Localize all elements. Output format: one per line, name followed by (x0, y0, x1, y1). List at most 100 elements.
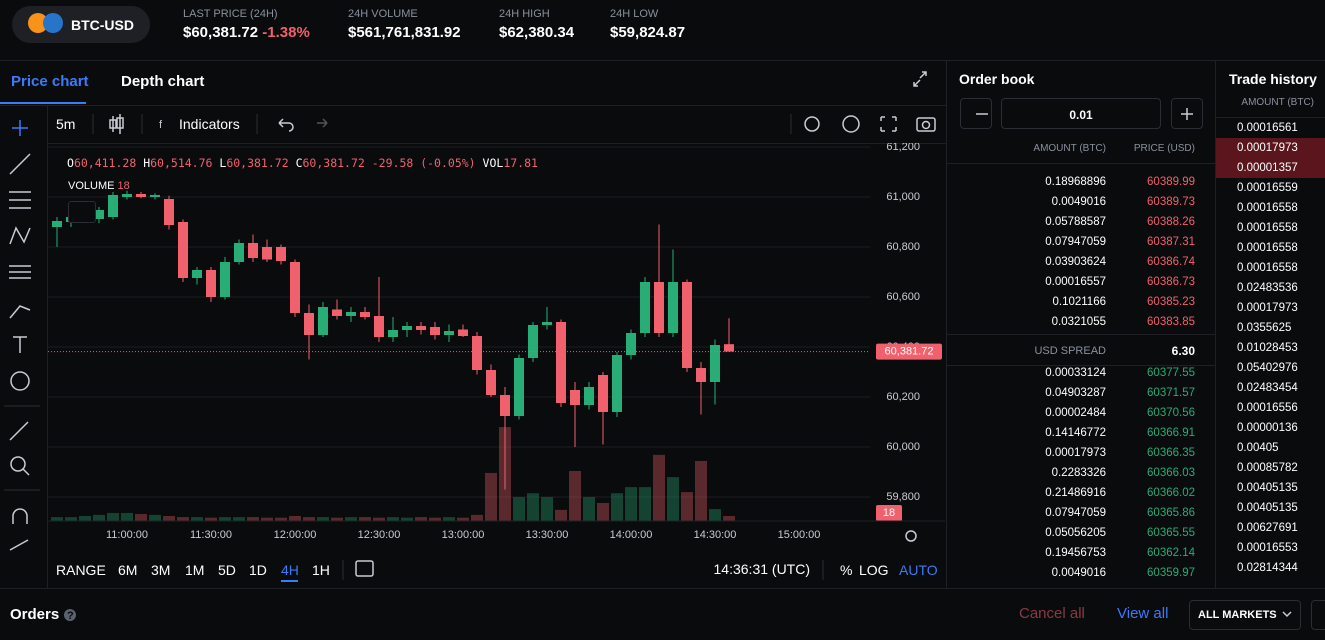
candle-body (514, 358, 524, 416)
candle-body (710, 345, 720, 382)
candle-body (402, 326, 412, 330)
candle-body (500, 395, 510, 416)
candle-body (276, 247, 286, 261)
stat-number: $561,761,831.92 (348, 24, 461, 41)
range-option[interactable]: 4H (281, 562, 299, 578)
candle-body (164, 199, 174, 225)
y-tick-label: 59,800 (886, 491, 920, 503)
amount: 0.19456753 (1045, 547, 1106, 559)
tab-depth[interactable]: Depth chart (121, 73, 205, 90)
trade-amount: 0.00016561 (1237, 122, 1298, 134)
pair: BTC-USD (71, 17, 134, 33)
scale-option[interactable]: LOG (859, 562, 889, 578)
candle-body (192, 270, 202, 278)
svg-text:?: ? (67, 610, 74, 622)
tab-underline (0, 102, 86, 104)
amount: 0.04903287 (1045, 387, 1106, 399)
candle-body (668, 282, 678, 333)
indicators[interactable]: Indicators (179, 116, 240, 132)
price: 60386.73 (1147, 276, 1195, 288)
tab-price[interactable]: Price chart (11, 73, 89, 90)
range-option[interactable]: 1M (185, 562, 205, 578)
volume-bar (527, 493, 539, 521)
range-label: RANGE (56, 562, 106, 578)
range-option[interactable]: 6M (118, 562, 138, 578)
candle-body (94, 210, 104, 219)
y-tick-label: 61,000 (886, 191, 920, 203)
x-tick-label: 13:30:00 (526, 529, 569, 541)
stat-value: $561,761,831.92 (348, 24, 461, 41)
chart: 59,80060,00060,20060,40060,60060,80061,0… (48, 143, 945, 541)
range-option[interactable]: 3M (151, 562, 171, 578)
price: 60359.97 (1147, 567, 1195, 579)
volume-bar (387, 517, 399, 521)
trade-amount: 0.00405135 (1237, 502, 1298, 514)
amount: 0.05056205 (1045, 527, 1106, 539)
trade-amount: 0.02483454 (1237, 382, 1298, 394)
trade-amount: 0.00016559 (1237, 182, 1298, 194)
ohlc-value: 60,381.72 (226, 156, 289, 170)
volume-bar (415, 517, 427, 521)
candle-body (598, 375, 608, 412)
candle-body (430, 327, 440, 335)
candle-body (234, 243, 244, 262)
volume-bar (429, 517, 441, 521)
volume-bar (317, 517, 329, 521)
volume-bar (149, 514, 161, 521)
scale-option[interactable]: AUTO (899, 562, 938, 578)
minus-button[interactable] (960, 98, 992, 129)
trade-amount: 0.00627691 (1237, 522, 1298, 534)
volume-bar (709, 509, 721, 521)
amount: 0.18968896 (1045, 176, 1106, 188)
candle-body (528, 325, 538, 358)
trade-amount: 0.02814344 (1237, 562, 1298, 574)
trade-amount: 0.00001357 (1237, 162, 1298, 174)
amount: 0.07947059 (1045, 236, 1106, 248)
x-tick-label: 11:00:00 (106, 529, 148, 541)
trade-amount: 0.00405 (1237, 442, 1279, 454)
trade-highlight (1216, 158, 1325, 178)
step-input[interactable] (1001, 98, 1161, 129)
range-option[interactable]: 1D (249, 562, 267, 578)
range-option[interactable]: 1H (312, 562, 330, 578)
vol-value: 17.81 (503, 156, 538, 170)
candle-body (388, 330, 398, 337)
range-option[interactable]: 5D (218, 562, 236, 578)
candle-body (290, 262, 300, 313)
extra-button[interactable] (1311, 600, 1325, 630)
cancel-all[interactable]: Cancel all (1019, 605, 1085, 622)
volume-bar (611, 493, 623, 521)
divider (47, 105, 48, 588)
divider (947, 334, 1215, 335)
price: 60387.31 (1147, 236, 1195, 248)
amount: 0.0049016 (1051, 567, 1106, 579)
plus-button[interactable] (1171, 98, 1203, 129)
candle-body (52, 221, 62, 227)
trade-history-title: Trade history (1229, 71, 1317, 87)
x-tick-label: 14:30:00 (694, 529, 737, 541)
trade-amount: 0.00085782 (1237, 462, 1298, 474)
trade-amount: 0.00017973 (1237, 302, 1298, 314)
price: 60370.56 (1147, 407, 1195, 419)
stat-label: 24H HIGH (499, 8, 550, 20)
trade-amount: 0.00016553 (1237, 542, 1298, 554)
scale-option[interactable]: % (840, 562, 853, 578)
amount: 0.00002484 (1045, 407, 1106, 419)
volume-bar (79, 515, 91, 521)
candle-body (486, 370, 496, 395)
interval[interactable]: 5m (56, 116, 76, 132)
view-all[interactable]: View all (1117, 605, 1169, 622)
volume-bar (275, 517, 287, 521)
volume-bar (191, 517, 203, 521)
candle-body (584, 387, 594, 405)
volume-bar (457, 517, 469, 521)
ohlc-key: C (295, 156, 303, 170)
amount: 0.05788587 (1045, 216, 1106, 228)
svg-text:f: f (159, 119, 163, 131)
spread: 6.30 (1171, 344, 1195, 358)
volume-bar (625, 487, 637, 521)
candle-body (696, 368, 706, 382)
orderbook-title: Order book (959, 71, 1035, 87)
markets-button[interactable] (1189, 600, 1301, 630)
collapse-button[interactable] (68, 201, 96, 223)
